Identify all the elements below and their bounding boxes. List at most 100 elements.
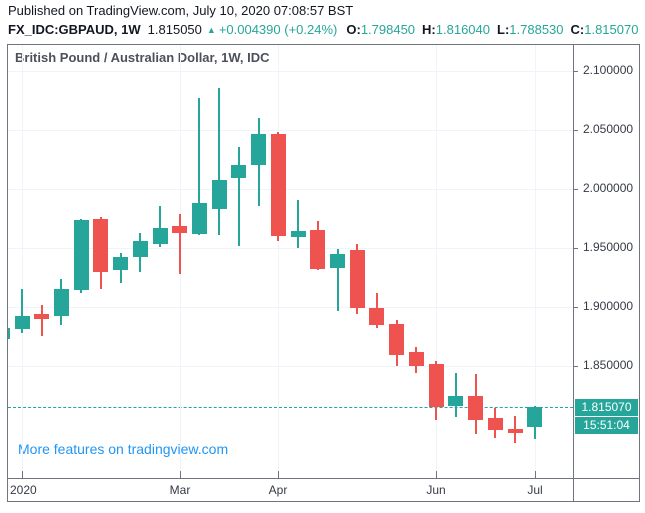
time-axis[interactable]: 2020 Mar Apr Jun Jul	[8, 479, 639, 501]
vertical-gridline	[436, 45, 437, 478]
candle-body-down	[34, 314, 50, 319]
time-axis-label: Jul	[527, 483, 543, 497]
symbol-quote-line: FX_IDC:GBPAUD, 1W 1.815050 ▲ +0.004390 (+0.…	[8, 22, 645, 37]
ohlc-low-value: 1.788530	[509, 22, 564, 37]
candle-wick-up	[336, 249, 339, 311]
price-axis-tick	[574, 248, 578, 249]
header: Published on TradingView.com, July 10, 2…	[8, 3, 645, 37]
ohlc-close-value: 1.815070	[584, 22, 639, 37]
price-axis-tick	[574, 71, 578, 72]
candle-body-down	[468, 395, 484, 421]
candle-body-up	[290, 231, 306, 238]
ohlc-low: L:1.788530	[497, 22, 564, 37]
price-axis[interactable]: 1.815070 15:51:04 2.100000 2.050000 2.0000…	[574, 45, 639, 478]
last-price: 1.815050	[147, 22, 202, 37]
vertical-gridline	[535, 45, 536, 478]
ohlc-high-label: H:	[422, 22, 436, 37]
price-axis-label: 1.850000	[583, 358, 634, 372]
ohlc-close-label: C:	[570, 22, 585, 37]
current-price-badge: 1.815070	[575, 399, 638, 416]
candle-body-up	[152, 227, 168, 245]
horizontal-gridline	[8, 248, 573, 249]
time-axis-label: 2020	[10, 483, 37, 497]
candle-body-up	[132, 240, 148, 258]
tradingview-link[interactable]: More features on tradingview.com	[18, 441, 229, 457]
candle-body-up	[73, 219, 89, 291]
price-axis-label: 2.000000	[583, 181, 634, 195]
candle-body-down	[349, 250, 365, 309]
ohlc-open-label: O:	[346, 22, 361, 37]
candle-body-up	[8, 328, 10, 339]
price-axis-tick	[574, 307, 578, 308]
price-axis-tick	[574, 366, 578, 367]
candle-wick-up	[218, 87, 221, 236]
candle-wick-up	[198, 98, 201, 235]
candle-body-down	[172, 225, 188, 233]
time-axis-tick	[535, 471, 536, 478]
candle-body-up	[191, 203, 207, 234]
price-axis-tick	[574, 130, 578, 131]
candle-body-up	[113, 257, 129, 271]
bar-countdown-badge: 15:51:04	[575, 417, 638, 434]
candle-body-up	[14, 316, 30, 330]
candle-body-down	[310, 230, 326, 270]
candle-wick-up	[21, 289, 23, 333]
time-axis-label: Apr	[268, 483, 288, 497]
candle-body-up	[330, 253, 346, 269]
plot-area[interactable]: British Pound / Australian Dollar, 1W, I…	[8, 45, 573, 478]
price-axis-label: 1.950000	[583, 240, 634, 254]
price-axis-label: 2.050000	[583, 122, 634, 136]
horizontal-gridline	[8, 307, 573, 308]
candle-body-down	[93, 218, 109, 272]
candle-body-up	[527, 407, 543, 427]
time-axis-label: Mar	[169, 483, 191, 497]
candle-body-down	[369, 308, 385, 325]
time-axis-label: Jun	[426, 483, 446, 497]
symbol-name: FX_IDC:GBPAUD, 1W	[8, 22, 141, 37]
candle-body-up	[251, 133, 267, 166]
published-line: Published on TradingView.com, July 10, 2…	[8, 3, 354, 18]
candle-body-up	[448, 395, 464, 407]
price-axis-separator	[573, 45, 574, 501]
horizontal-gridline	[8, 130, 573, 131]
ohlc-low-label: L:	[497, 22, 510, 37]
up-arrow-icon: ▲	[206, 25, 216, 35]
time-axis-tick	[436, 471, 437, 478]
candle-body-up	[231, 165, 247, 179]
candle-wick-up	[237, 146, 240, 246]
chart-title: British Pound / Australian Dollar, 1W, I…	[15, 50, 270, 65]
candle-body-down	[389, 323, 405, 356]
horizontal-gridline	[8, 189, 573, 190]
candle-wick-down	[40, 304, 43, 337]
time-axis-separator	[8, 478, 639, 479]
candle-body-down	[507, 428, 523, 434]
vertical-gridline	[278, 45, 279, 478]
ohlc-high-value: 1.816040	[435, 22, 490, 37]
ohlc-high: H:1.816040	[422, 22, 490, 37]
current-price-line	[8, 407, 573, 408]
price-axis-label: 1.900000	[583, 299, 634, 313]
candle-body-up	[53, 289, 69, 317]
vertical-gridline	[22, 45, 23, 478]
time-axis-tick	[180, 471, 181, 478]
candle-body-down	[428, 363, 444, 408]
price-axis-label: 2.100000	[583, 63, 634, 77]
ohlc-close: C:1.815070	[571, 22, 639, 37]
price-axis-tick	[574, 189, 578, 190]
candle-wick-up	[297, 199, 300, 248]
horizontal-gridline	[8, 71, 573, 72]
candle-body-down	[408, 351, 424, 366]
ohlc-open: O:1.798450	[346, 22, 415, 37]
candle-body-down	[270, 133, 286, 237]
time-axis-tick	[278, 471, 279, 478]
candle-body-up	[211, 179, 227, 210]
candle-body-down	[487, 417, 503, 430]
candle-wick-up	[159, 205, 162, 247]
candle-wick-up	[454, 373, 457, 417]
horizontal-gridline	[8, 366, 573, 367]
ohlc-open-value: 1.798450	[360, 22, 416, 37]
time-axis-tick	[22, 471, 23, 478]
chart-frame: British Pound / Australian Dollar, 1W, I…	[7, 44, 640, 502]
candle-wick-down	[178, 213, 181, 274]
price-change: +0.004390 (+0.24%)	[218, 22, 338, 37]
